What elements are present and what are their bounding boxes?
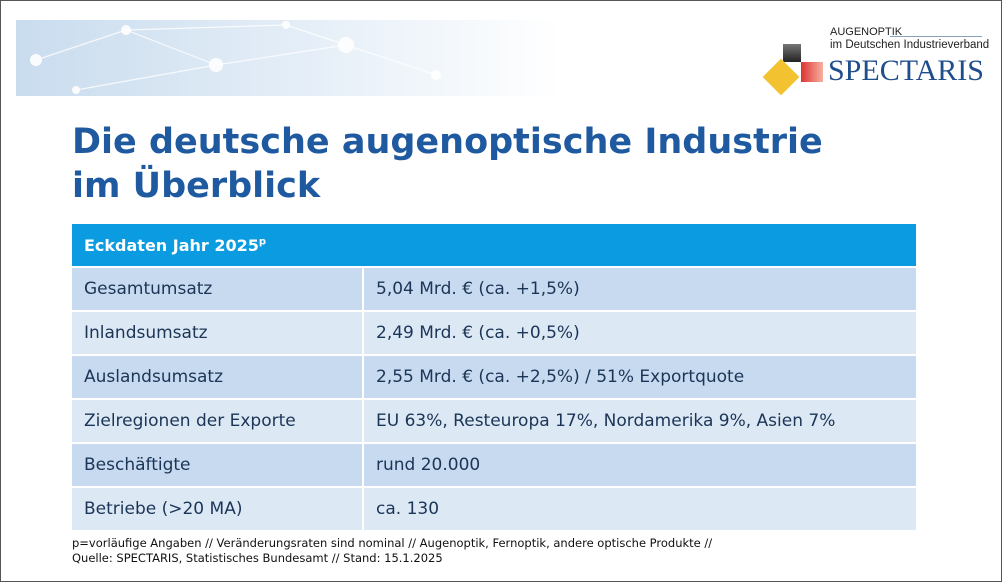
table-header: Eckdaten Jahr 2025p: [72, 224, 916, 266]
table-row: Inlandsumsatz 2,49 Mrd. € (ca. +0,5%): [72, 312, 916, 354]
row-label: Gesamtumsatz: [72, 268, 364, 310]
row-value: 2,49 Mrd. € (ca. +0,5%): [364, 312, 916, 354]
row-value: ca. 130: [364, 488, 916, 530]
row-label: Inlandsumsatz: [72, 312, 364, 354]
table-row: Gesamtumsatz 5,04 Mrd. € (ca. +1,5%): [72, 268, 916, 310]
table-header-text: Eckdaten Jahr 2025: [84, 235, 259, 255]
row-label: Beschäftigte: [72, 444, 364, 486]
logo-line2: im Deutschen Industrieverband: [830, 39, 990, 51]
logo-rule: [890, 36, 982, 37]
row-value: 2,55 Mrd. € (ca. +2,5%) / 51% Exportquot…: [364, 356, 916, 398]
network-graphic-icon: [30, 21, 441, 94]
decorative-banner: [16, 20, 561, 96]
key-figures-table: Eckdaten Jahr 2025p Gesamtumsatz 5,04 Mrd…: [72, 222, 916, 532]
logo-red-square: [801, 62, 823, 82]
footnote-line-1: p=vorläufige Angaben // Veränderungsrate…: [72, 536, 713, 550]
row-value: 5,04 Mrd. € (ca. +1,5%): [364, 268, 916, 310]
row-label: Betriebe (>20 MA): [72, 488, 364, 530]
logo-brand: SPECTARIS: [828, 54, 984, 87]
row-value: EU 63%, Resteuropa 17%, Nordamerika 9%, …: [364, 400, 916, 442]
footnote: p=vorläufige Angaben // Veränderungsrate…: [72, 536, 992, 566]
table-row: Auslandsumsatz 2,55 Mrd. € (ca. +2,5%) / …: [72, 356, 916, 398]
table-header-sup: p: [258, 236, 267, 248]
row-label: Zielregionen der Exporte: [72, 400, 364, 442]
table-row: Beschäftigte rund 20.000: [72, 444, 916, 486]
title-line-1: Die deutsche augenoptische Industrie: [72, 122, 823, 162]
title-line-2: im Überblick: [72, 166, 321, 206]
footnote-line-2: Quelle: SPECTARIS, Statistisches Bundesa…: [72, 551, 443, 565]
table-row: Zielregionen der Exporte EU 63%, Resteuro…: [72, 400, 916, 442]
row-label: Auslandsumsatz: [72, 356, 364, 398]
page-title: Die deutsche augenoptische Industrie im Ü…: [72, 120, 992, 208]
logo-black-square: [783, 44, 801, 62]
logo-line1: AUGENOPTIK: [830, 26, 903, 38]
table-row: Betriebe (>20 MA) ca. 130: [72, 488, 916, 530]
row-value: rund 20.000: [364, 444, 916, 486]
logo-gold-diamond: [762, 58, 800, 96]
spectaris-logo: AUGENOPTIK im Deutschen Industrieverband…: [758, 22, 998, 102]
